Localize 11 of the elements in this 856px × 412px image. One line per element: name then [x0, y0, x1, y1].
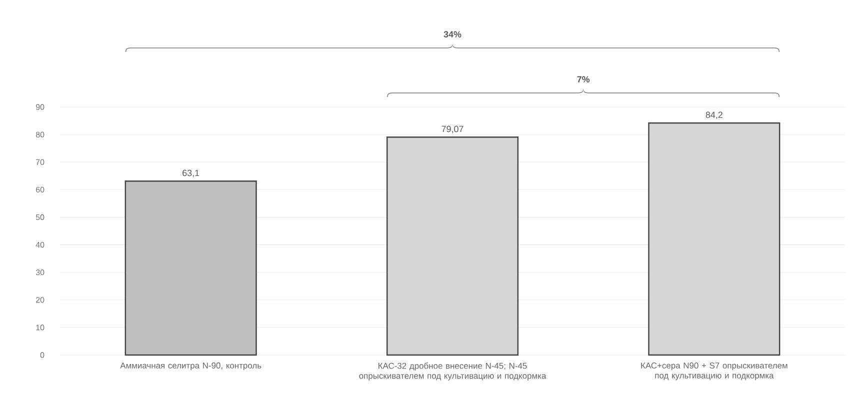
bar	[386, 136, 519, 356]
bar	[648, 122, 780, 356]
x-tick-label: КАС-32 дробное внесение N-45; N-45 опрыскивателем под культивацию и подкормка	[359, 362, 546, 380]
x-tick-label: Аммиачная селитра N-90, контроль	[120, 362, 262, 370]
data-label: 84,2	[706, 112, 722, 120]
text: 7%	[577, 76, 590, 82]
data-label: 63,1	[182, 170, 200, 178]
x-tick-label: КАС+сера N90 + S7 опрыскивателем под культивацию и подкормка	[641, 362, 788, 380]
bar	[124, 180, 257, 356]
data-label: 79,07	[442, 126, 464, 134]
text: 34%	[444, 31, 462, 38]
